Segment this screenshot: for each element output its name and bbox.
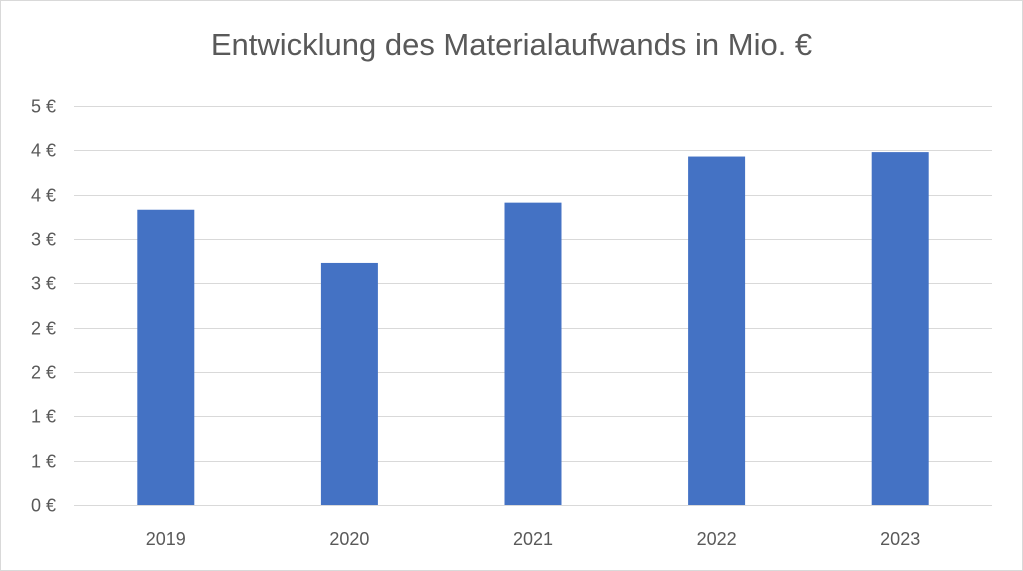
x-tick-label: 2019 xyxy=(146,529,186,549)
bar-2023 xyxy=(871,152,929,505)
x-tick-label: 2020 xyxy=(329,529,369,549)
x-tick-label: 2022 xyxy=(697,529,737,549)
bar-2021 xyxy=(504,202,562,505)
bars xyxy=(137,152,929,506)
y-tick-label: 3 € xyxy=(31,230,56,250)
x-tick-label: 2023 xyxy=(880,529,920,549)
bar-2022 xyxy=(688,156,746,506)
chart-title: Entwicklung des Materialaufwands in Mio.… xyxy=(210,27,813,62)
y-tick-label: 4 € xyxy=(31,186,56,206)
y-tick-label: 2 € xyxy=(31,319,56,339)
bar-2019 xyxy=(137,209,195,506)
x-tick-label: 2021 xyxy=(513,529,553,549)
y-axis-ticks: 0 € 1 € 1 € 2 € 2 € 3 € 3 € 4 € 4 € 5 € xyxy=(31,97,56,516)
y-tick-label: 3 € xyxy=(31,274,56,294)
y-tick-label: 2 € xyxy=(31,363,56,383)
y-tick-label: 4 € xyxy=(31,141,56,161)
y-tick-label: 1 € xyxy=(31,407,56,427)
bar-2020 xyxy=(320,262,378,505)
y-tick-label: 0 € xyxy=(31,496,56,516)
y-tick-label: 5 € xyxy=(31,97,56,117)
y-tick-label: 1 € xyxy=(31,452,56,472)
x-axis-ticks: 2019 2020 2021 2022 2023 xyxy=(146,529,920,549)
